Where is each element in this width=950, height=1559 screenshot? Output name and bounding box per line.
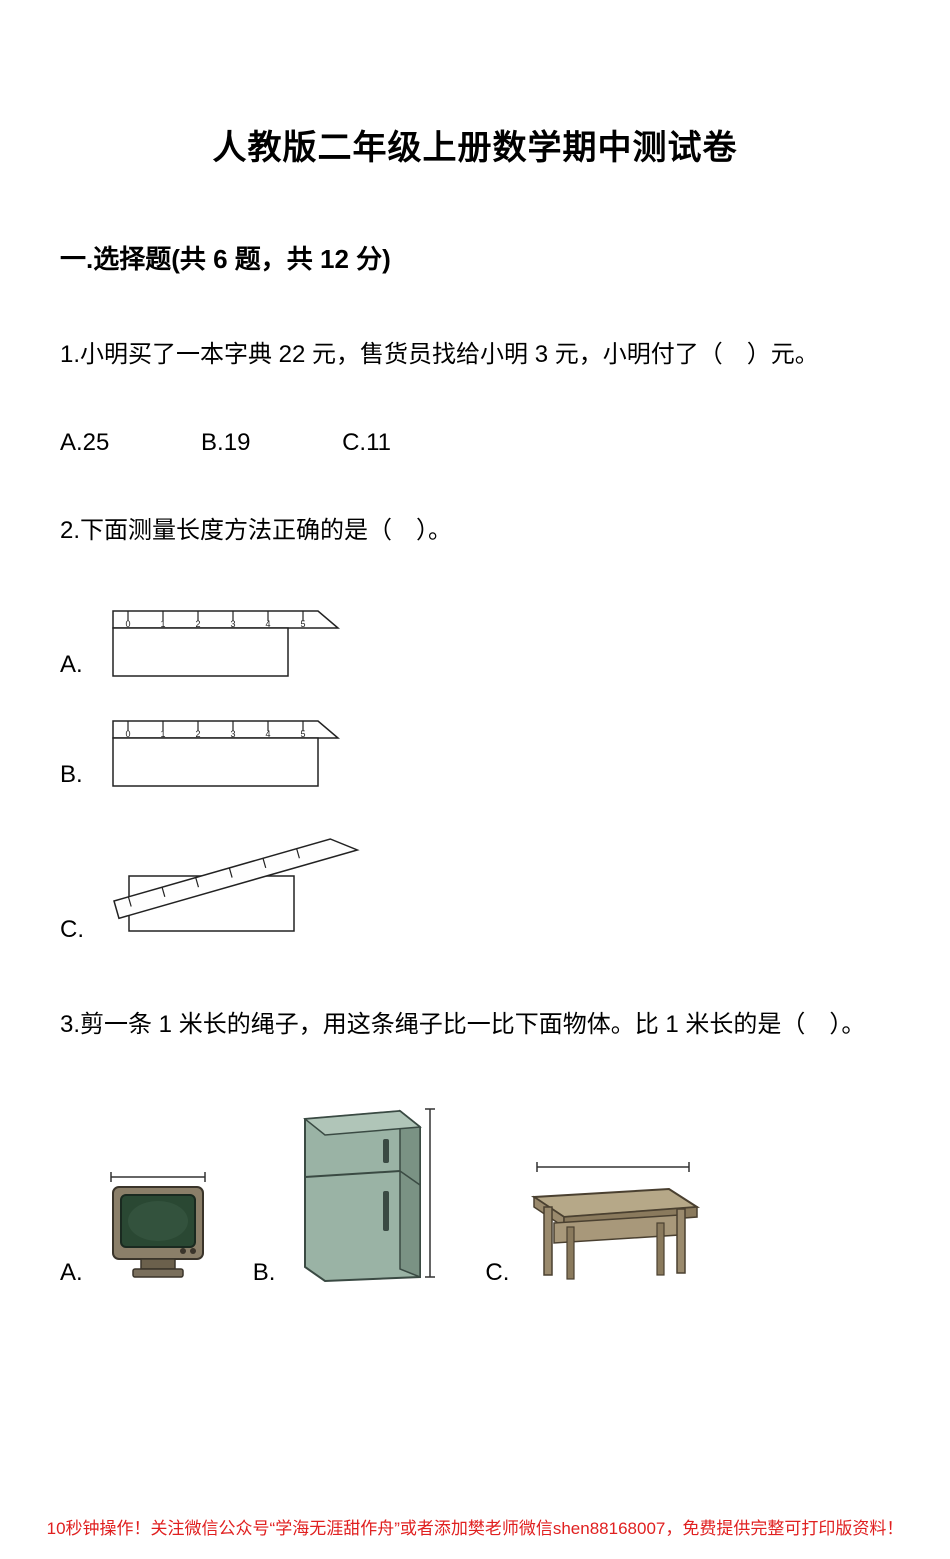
svg-text:5: 5: [300, 619, 305, 629]
q3-option-b-label: B.: [253, 1259, 276, 1289]
ruler-diagram-c: [94, 826, 364, 946]
question-1-text: 1.小明买了一本字典 22 元，售货员找给小明 3 元，小明付了（ ）元。: [60, 336, 890, 374]
question-2-text: 2.下面测量长度方法正确的是（ ）。: [60, 512, 890, 550]
tv-icon: [93, 1159, 223, 1289]
q3-option-a-label: A.: [60, 1259, 83, 1289]
ruler-diagram-b: 012 345: [93, 716, 343, 791]
ruler-diagram-a: 012 345: [93, 606, 343, 681]
exam-page: 人教版二年级上册数学期中测试卷 一.选择题(共 6 题，共 12 分) 1.小明…: [0, 0, 950, 1559]
q1-option-a: A.25: [60, 429, 109, 457]
question-3-text: 3.剪一条 1 米长的绳子，用这条绳子比一比下面物体。比 1 米长的是（ ）。: [60, 1006, 890, 1044]
q2-option-a: A. 012 345: [60, 606, 890, 681]
footer-notice: 10秒钟操作！关注微信公众号“学海无涯甜作舟”或者添加樊老师微信shen8816…: [0, 1514, 950, 1539]
q2-option-c-label: C.: [60, 916, 84, 946]
q1-option-c: C.11: [342, 429, 391, 457]
fridge-icon: [285, 1099, 455, 1289]
exam-title: 人教版二年级上册数学期中测试卷: [60, 120, 890, 169]
section-1-header: 一.选择题(共 6 题，共 12 分): [60, 239, 890, 276]
q3-option-b: B.: [253, 1099, 456, 1289]
question-1-options: A.25 B.19 C.11: [60, 429, 890, 457]
q2-option-b-label: B.: [60, 761, 83, 791]
q3-option-c-label: C.: [485, 1259, 509, 1289]
q2-option-a-label: A.: [60, 651, 83, 681]
q2-option-b: B. 012 345: [60, 716, 890, 791]
table-icon: [519, 1149, 709, 1289]
q3-option-a: A.: [60, 1159, 223, 1289]
q1-option-b: B.19: [201, 429, 250, 457]
question-3-options: A. B.: [60, 1099, 890, 1289]
q3-option-c: C.: [485, 1149, 709, 1289]
q2-option-c: C.: [60, 826, 890, 946]
